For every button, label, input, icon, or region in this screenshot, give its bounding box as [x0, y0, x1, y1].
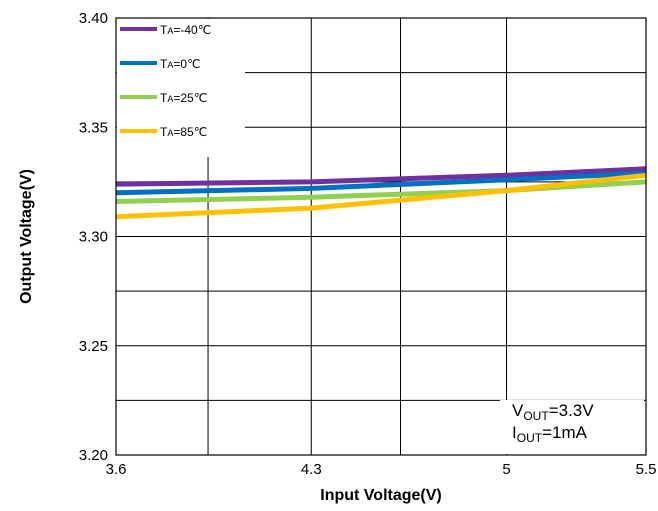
- x-tick-label-2: 5: [502, 461, 510, 478]
- x-tick-label-3: 5.5: [636, 461, 657, 478]
- series-lines: [115, 166, 647, 220]
- y-tick-label-1: 3.25: [79, 338, 108, 355]
- plot-frame: [115, 17, 647, 456]
- series-line-2: [115, 179, 647, 204]
- y-tick-label-4: 3.40: [79, 10, 108, 27]
- legend: TA=-40℃ TA=0℃ TA=25℃ TA=85℃: [117, 19, 245, 157]
- legend-label-3: TA=85℃: [160, 125, 207, 139]
- y-tick-label-2: 3.30: [79, 229, 108, 246]
- x-axis-ticks: 3.6 4.3 5 5.5: [106, 461, 657, 478]
- annotation-line-0: VOUT=3.3V: [512, 401, 594, 423]
- y-axis-label: Output Voltage(V): [18, 169, 35, 304]
- x-tick-label-0: 3.6: [106, 461, 127, 478]
- x-axis-label: Input Voltage(V): [320, 487, 441, 504]
- series-line-1: [115, 170, 647, 196]
- legend-label-1: TA=0℃: [160, 57, 201, 71]
- annotation-background: [500, 400, 644, 454]
- series-line-3: [115, 172, 647, 220]
- y-tick-label-3: 3.35: [79, 119, 108, 136]
- series-line-0: [115, 166, 647, 187]
- legend-background: [117, 19, 245, 157]
- x-tick-label-1: 4.3: [301, 461, 322, 478]
- annotation-line-1: IOUT=1mA: [512, 423, 588, 445]
- legend-label-0: TA=-40℃: [160, 23, 211, 37]
- legend-label-2: TA=25℃: [160, 91, 207, 105]
- y-axis-ticks: 3.20 3.25 3.30 3.35 3.40: [79, 10, 108, 464]
- y-tick-label-0: 3.20: [79, 447, 108, 464]
